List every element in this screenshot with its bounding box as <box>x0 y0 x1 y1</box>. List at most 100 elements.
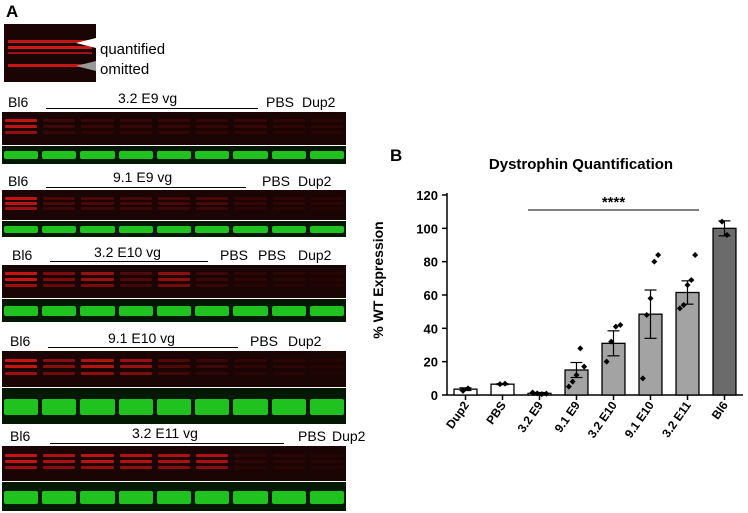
blot-lane <box>81 190 114 220</box>
data-point <box>543 390 550 397</box>
blot-lane <box>119 112 152 145</box>
blot-lane <box>310 190 343 220</box>
loading-band <box>118 491 153 504</box>
blot-lane <box>119 351 152 387</box>
x-tick-label: 9.1 E10 <box>622 398 657 440</box>
loading-band <box>309 491 344 504</box>
blot-lane <box>196 446 229 481</box>
loading-band <box>233 491 268 504</box>
blot4-bl6-label: Bl6 <box>10 333 31 349</box>
loading-band <box>271 226 306 233</box>
loading-band <box>195 491 230 504</box>
blot-lane <box>234 446 267 481</box>
data-point <box>643 312 650 318</box>
data-point <box>534 390 541 397</box>
blot-lane <box>81 265 114 298</box>
blot-lane <box>234 351 267 387</box>
loading-band <box>271 399 306 415</box>
blot-lane <box>272 446 305 481</box>
blot-lane <box>81 351 114 387</box>
blot-lane <box>157 351 191 387</box>
blot5-treatment-label: 3.2 E11 vg <box>132 425 198 441</box>
blot4-pbs-label: PBS <box>250 333 279 349</box>
y-tick-label: 100 <box>416 221 438 236</box>
blot-lane <box>5 190 38 220</box>
omitted-label: omitted <box>100 61 150 78</box>
data-point <box>608 338 615 345</box>
x-tick-label: 9.1 E9 <box>552 398 584 435</box>
blot-lane <box>157 190 191 220</box>
blot-lane <box>5 446 38 481</box>
blot3-underline <box>50 261 208 262</box>
significance-label: **** <box>602 194 626 211</box>
blot-lane <box>5 265 38 298</box>
blot-lane <box>43 351 76 387</box>
loading-band <box>42 306 77 316</box>
quantified-arrow-icon <box>76 38 96 71</box>
blot2-dystrophin <box>2 190 346 220</box>
blot1-dup2-label: Dup2 <box>302 94 336 110</box>
blot3-dystrophin <box>2 265 346 298</box>
loading-band <box>195 306 230 316</box>
blot3-pbs2-label: PBS <box>258 247 287 263</box>
data-point <box>465 385 471 392</box>
blot-lane <box>5 112 38 145</box>
loading-band <box>80 306 115 316</box>
blot3-dup2-label: Dup2 <box>298 247 332 263</box>
loading-band <box>118 399 153 415</box>
quantified-label: quantified <box>100 41 166 58</box>
blot-lane <box>5 351 38 387</box>
blot-lane <box>43 190 76 220</box>
loading-band <box>156 151 192 159</box>
blot1-dystrophin <box>2 112 346 145</box>
data-point <box>639 375 646 382</box>
loading-band <box>195 399 230 415</box>
blot-lane <box>119 265 152 298</box>
blot-lane <box>43 112 76 145</box>
data-point <box>724 232 730 238</box>
blot2-treatment-label: 9.1 E9 vg <box>113 169 173 185</box>
blot-lane <box>157 265 191 298</box>
data-point <box>565 383 572 390</box>
x-tick-label: 3.2 E11 <box>659 398 694 440</box>
blot-lane <box>196 351 229 387</box>
blot2-bl6-label: Bl6 <box>8 173 29 189</box>
loading-band <box>233 151 268 159</box>
data-point <box>603 358 610 365</box>
loading-band <box>42 151 77 159</box>
data-point <box>612 323 619 330</box>
blot-lane <box>196 190 229 220</box>
loading-band <box>80 226 115 233</box>
loading-band <box>4 306 39 316</box>
blot1-treatment-label: 3.2 E9 vg <box>118 90 178 106</box>
loading-band <box>271 306 306 316</box>
data-point <box>573 372 580 378</box>
blot-lane <box>157 112 191 145</box>
blot1-underline <box>46 108 258 109</box>
blot-lane <box>81 112 114 145</box>
loading-band <box>195 151 230 159</box>
blot4-loading-control <box>2 388 346 424</box>
blot4-underline <box>48 347 238 348</box>
blot-lane <box>43 265 76 298</box>
y-tick-label: 20 <box>424 355 438 370</box>
blot-lane <box>196 112 229 145</box>
x-tick-label: Dup2 <box>443 398 472 431</box>
loading-band <box>4 226 39 233</box>
loading-band <box>233 399 268 415</box>
blot4-dystrophin <box>2 351 346 387</box>
blot2-pbs-label: PBS <box>262 173 291 189</box>
dystrophin-chart: Dystrophin Quantification % WT Expressio… <box>370 156 743 441</box>
loading-band <box>156 226 192 233</box>
blot2-dup2-label: Dup2 <box>298 173 332 189</box>
panel-a-label: A <box>6 2 19 21</box>
blot-lane <box>310 446 343 481</box>
blot1-pbs-label: PBS <box>266 94 295 110</box>
blot1-bl6-label: Bl6 <box>8 94 29 110</box>
loading-band <box>80 491 115 504</box>
loading-band <box>309 151 344 159</box>
blot3-pbs1-label: PBS <box>220 247 249 263</box>
x-tick-label: Bl6 <box>709 398 731 422</box>
blot-lane <box>272 351 305 387</box>
bar <box>490 383 515 396</box>
